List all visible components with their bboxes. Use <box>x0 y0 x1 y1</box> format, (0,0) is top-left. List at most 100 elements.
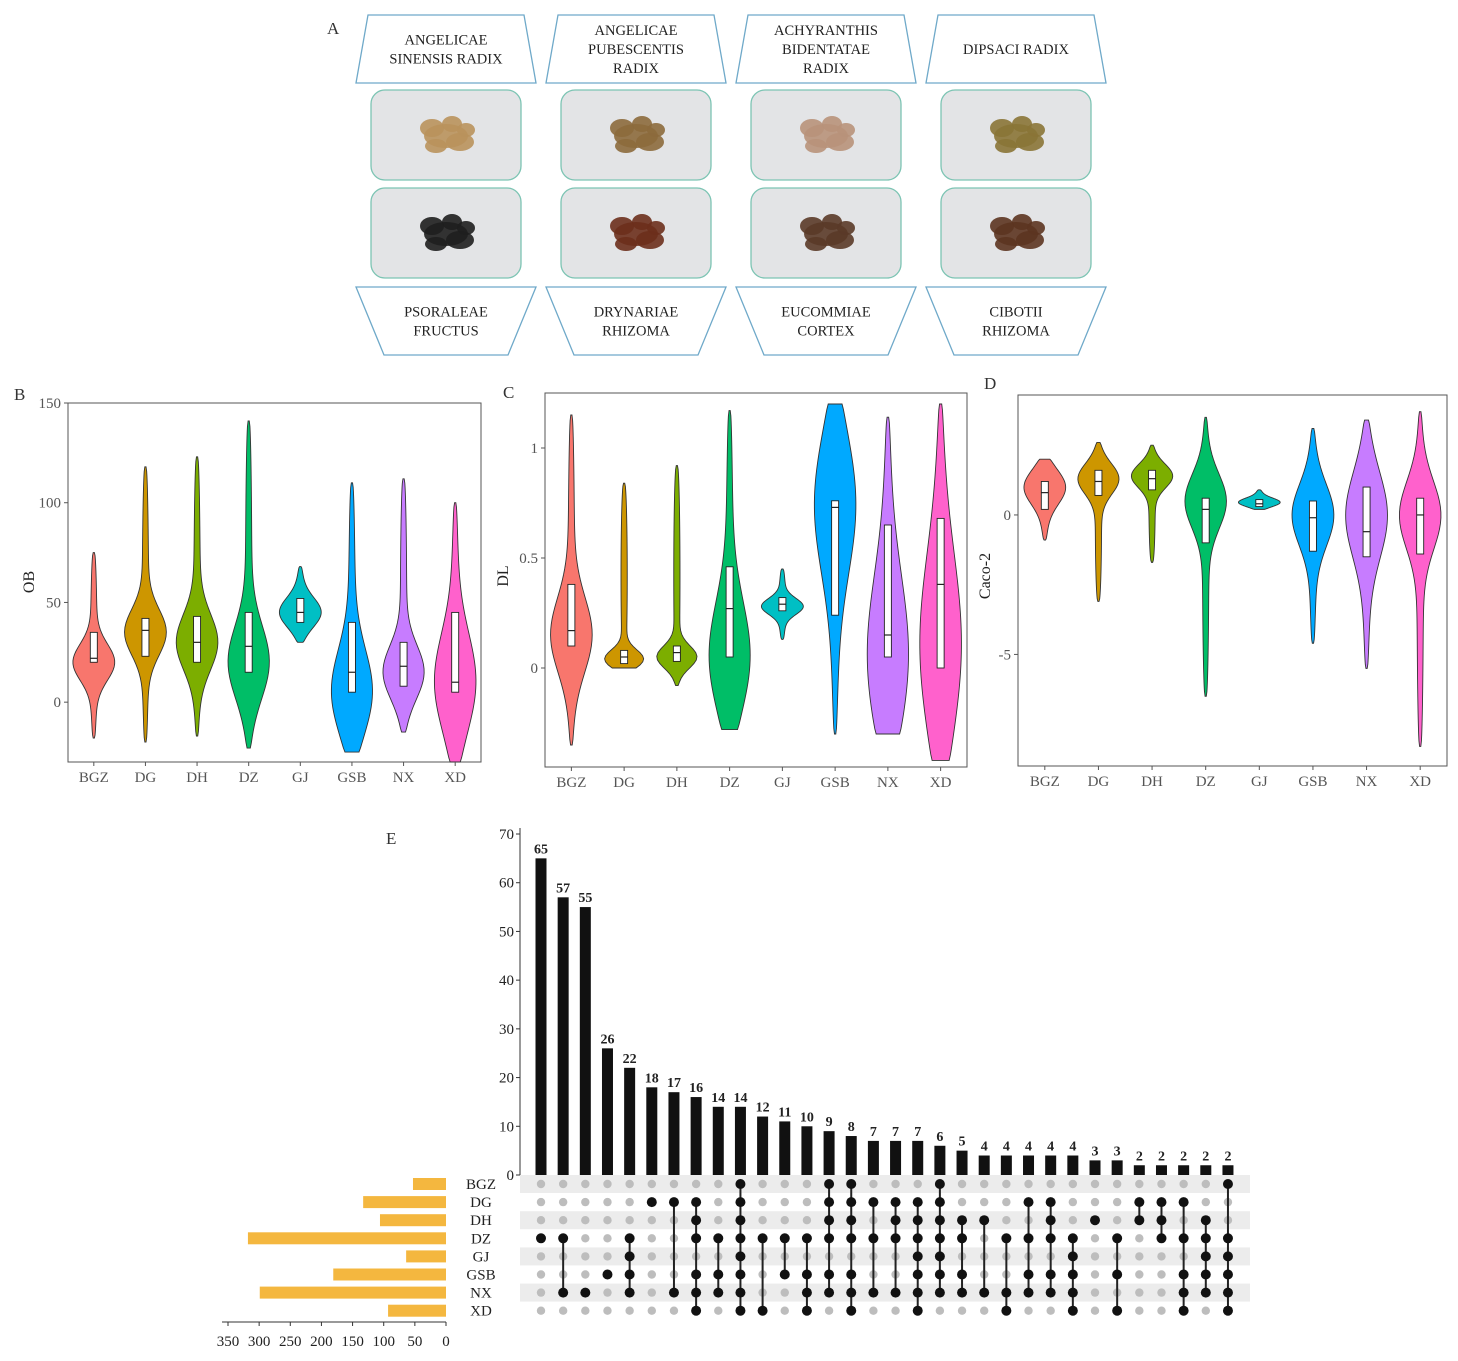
matrix-dot-filled <box>846 1269 857 1280</box>
matrix-dot-filled <box>1156 1197 1167 1208</box>
intersection-bar <box>646 1087 658 1175</box>
intersection-bar-label: 57 <box>556 881 570 896</box>
matrix-dot-empty <box>1112 1197 1122 1207</box>
matrix-dot-empty <box>1090 1234 1100 1243</box>
intersection-bar-label: 4 <box>1003 1140 1010 1155</box>
intersection-bar-label: 11 <box>778 1105 791 1120</box>
matrix-dot-filled <box>979 1215 990 1226</box>
matrix-dot-filled <box>735 1251 746 1262</box>
intersection-bar <box>579 907 591 1175</box>
herb-specimen-icon <box>420 116 475 153</box>
y-tick-label: 50 <box>46 595 61 611</box>
y-axis-label: DL <box>495 565 512 586</box>
matrix-dot-filled <box>934 1251 945 1262</box>
matrix-dot-filled <box>1222 1287 1233 1298</box>
intersection-bar <box>779 1121 791 1175</box>
matrix-dot-empty <box>1090 1252 1100 1261</box>
herb-label-frame <box>735 14 917 84</box>
y-tick-label: 0 <box>54 695 62 711</box>
matrix-dot-empty <box>758 1179 767 1189</box>
violin-bgz <box>550 414 593 746</box>
herb-label-frame <box>925 286 1107 356</box>
matrix-dot-empty <box>536 1216 546 1225</box>
matrix-dot-filled <box>1067 1233 1078 1244</box>
matrix-dot-filled <box>1222 1233 1233 1244</box>
box-iqr <box>1255 499 1264 508</box>
matrix-dot-empty <box>1002 1197 1011 1207</box>
box-iqr <box>296 598 305 623</box>
intersection-bar-label: 12 <box>756 1101 770 1116</box>
violin-gsb <box>813 403 857 735</box>
matrix-dot-filled <box>779 1233 790 1244</box>
intersection-bar-label: 17 <box>667 1076 681 1091</box>
x-tick-label: BGZ <box>556 775 586 791</box>
matrix-dot-empty <box>1024 1179 1033 1189</box>
herb-name-text: ANGELICAE <box>595 23 678 39</box>
herb-specimen-icon <box>610 214 665 251</box>
matrix-dot-filled <box>757 1233 768 1244</box>
matrix-dot-filled <box>846 1215 857 1226</box>
intersection-bar-label: 2 <box>1202 1149 1209 1164</box>
matrix-dot-empty <box>1135 1270 1144 1279</box>
matrix-dot-filled <box>691 1305 702 1316</box>
matrix-dot-filled <box>1045 1233 1056 1244</box>
violin-dz <box>1184 416 1227 697</box>
set-size-bar <box>333 1268 446 1281</box>
matrix-dot-empty <box>581 1252 590 1261</box>
matrix-dot-filled <box>801 1287 812 1298</box>
herb-name-text: DIPSACI RADIX <box>963 42 1069 58</box>
matrix-dot-filled <box>580 1287 591 1298</box>
matrix-dot-filled <box>1067 1287 1078 1298</box>
herb-card: ACHYRANTHIS BIDENTATAE RADIX <box>735 14 917 181</box>
intersection-bar <box>757 1116 769 1175</box>
herb-name-text: CORTEX <box>797 324 855 340</box>
matrix-dot-empty <box>647 1216 656 1225</box>
matrix-dot-filled <box>1045 1197 1056 1208</box>
matrix-dot-filled <box>846 1305 857 1316</box>
matrix-dot-filled <box>1023 1287 1034 1298</box>
box-iqr <box>1040 481 1049 510</box>
panel-a-herb-gallery: A ANGELICAE SINENSIS RADIX ANGELICAE PUBESCE… <box>327 14 1107 356</box>
matrix-dot-filled <box>624 1233 635 1244</box>
matrix-dot-filled <box>846 1233 857 1244</box>
intersection-bar <box>601 1048 613 1175</box>
matrix-dot-filled <box>1090 1215 1100 1226</box>
herb-card: ANGELICAE PUBESCENTIS RADIX <box>545 14 727 181</box>
matrix-dot-filled <box>868 1287 879 1298</box>
box-iqr <box>1094 469 1103 496</box>
matrix-dot-empty <box>1090 1197 1100 1207</box>
violin-dg <box>604 482 645 669</box>
x-tick-label: GSB <box>337 770 366 786</box>
matrix-dot-filled <box>890 1233 901 1244</box>
x-tick-label: DZ <box>720 775 740 791</box>
violin-body <box>227 420 270 749</box>
matrix-dot-filled <box>824 1287 835 1298</box>
matrix-dot-filled <box>801 1233 812 1244</box>
violin-bgz <box>1023 458 1067 541</box>
matrix-dot-empty <box>780 1306 789 1315</box>
matrix-dot-empty <box>581 1216 590 1225</box>
x-tick-label: DG <box>613 775 635 791</box>
y-tick-label: 70 <box>499 827 514 843</box>
matrix-dot-filled <box>890 1197 901 1208</box>
matrix-dot-filled <box>801 1305 812 1316</box>
violin-dg <box>1077 441 1120 602</box>
matrix-dot-filled <box>1178 1287 1189 1298</box>
matrix-dot-filled <box>1112 1269 1123 1280</box>
matrix-dot-filled <box>1001 1305 1012 1316</box>
matrix-dot-empty <box>714 1179 723 1189</box>
herb-name-text: ACHYRANTHIS <box>774 23 878 39</box>
matrix-dot-empty <box>536 1270 546 1279</box>
intersection-bar <box>690 1097 702 1175</box>
matrix-dot-filled <box>1134 1215 1145 1226</box>
matrix-dot-empty <box>1135 1234 1144 1243</box>
intersection-bar-label: 7 <box>914 1125 921 1140</box>
matrix-dot-empty <box>647 1270 656 1279</box>
box-iqr <box>89 631 98 663</box>
matrix-dot-empty <box>1135 1252 1144 1261</box>
intersection-bar-label: 22 <box>623 1052 637 1067</box>
intersection-bar <box>934 1145 946 1175</box>
matrix-dot-empty <box>1046 1306 1055 1315</box>
herb-name-text: DRYNARIAE <box>594 305 679 321</box>
matrix-dot-filled <box>735 1269 746 1280</box>
